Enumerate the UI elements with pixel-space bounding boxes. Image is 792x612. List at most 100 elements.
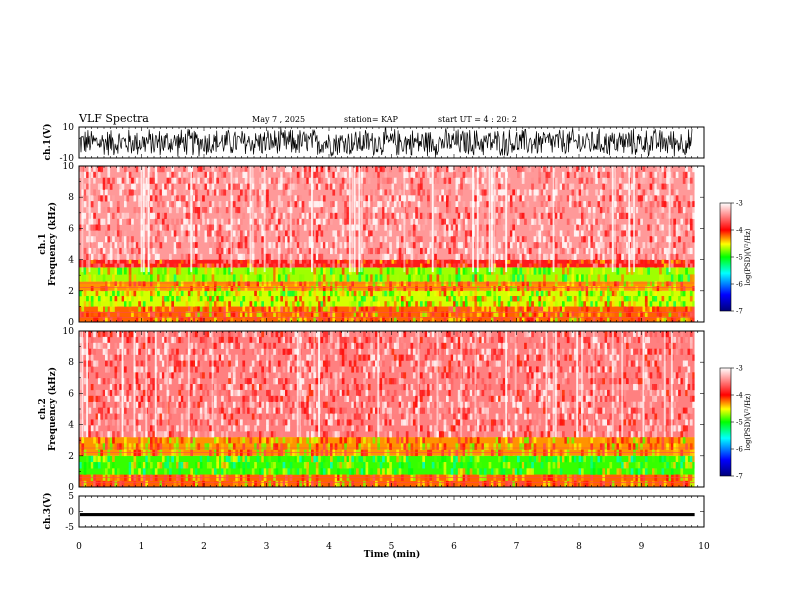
spectrogram-cell [197,360,201,367]
spectrogram-cell [313,166,317,173]
spectrogram-cell [678,316,681,322]
spectrogram-cell [277,230,281,237]
spectrogram-cell [332,166,336,173]
spectrogram-cell [607,296,610,302]
spectrogram-cell [330,455,333,463]
spectrogram-cell [315,259,319,264]
spectrogram-cell [637,290,641,297]
spectrogram-cell [554,218,558,225]
spectrogram-cell [474,290,478,297]
spectrogram-cell [150,378,153,385]
spectrogram-cell [500,166,504,173]
spectrogram-cell [318,201,321,208]
spectrogram-cell [306,395,309,402]
spectrogram-cell [339,286,343,292]
spectrogram-cell [206,419,210,426]
spectrogram-cell [379,242,383,249]
spectrogram-cell [370,425,373,432]
spectrogram-cell [365,259,369,264]
spectrogram-cell [121,290,125,297]
spectrogram-cell [270,212,274,219]
spectrogram-cell [176,354,179,361]
spectrogram-cell [469,296,473,302]
spectrogram-cell [214,401,217,408]
spectrogram-cell [569,316,572,322]
spectrogram-cell [391,195,395,202]
spectrogram-cell [666,242,669,249]
spectrogram-cell [209,331,212,338]
spectrogram-cell [211,166,215,173]
spectrogram-cell [670,253,674,260]
spectrogram-cell [308,171,312,178]
spectrogram-cell [190,389,193,397]
spectrogram-cell [332,372,336,379]
spectrogram-cell [588,242,591,249]
spectrogram-cell [273,462,276,469]
spectrogram-cell [479,224,482,231]
spectrogram-cell [228,183,231,190]
spectrogram-cell [81,480,85,487]
spectrogram-cell [455,224,459,231]
spectrogram-cell [493,189,497,196]
spectrogram-cell [97,242,101,249]
spectrogram-cell [216,296,219,302]
spectrogram-cell [240,372,243,379]
spectrogram-cell [303,389,307,397]
spectrogram-cell [554,316,558,322]
spectrogram-cell [401,301,404,307]
spectrogram-cell [187,212,191,219]
spectrogram-cell [536,316,539,322]
spectrogram-cell [97,296,101,302]
spectrogram-cell [464,212,468,219]
spectrogram-cell [576,263,579,268]
spectrogram-cell [623,247,627,255]
spectrogram-cell [147,437,151,444]
spectrogram-cell [235,177,238,184]
spectrogram-cell [107,253,111,260]
spectrogram-cell [647,236,650,243]
spectrogram-cell [375,189,378,196]
spectrogram-cell [287,189,291,196]
spectrogram-cell [348,437,352,444]
spectrogram-cell [356,468,359,475]
spectrogram-cell [367,230,371,237]
spectrogram-cell [652,306,655,312]
spectrogram-cell [176,207,179,214]
spectrogram-cell [296,218,300,225]
spectrogram-cell [538,296,542,302]
spectrogram-cell [531,183,534,190]
spectrogram-streak [79,331,81,438]
spectrogram-cell [308,242,312,249]
spectrogram-cell [526,189,530,196]
spectrogram-cell [277,274,281,282]
spectrogram-cell [393,407,397,414]
spectrogram-cell [268,306,272,312]
spectrogram-cell [348,468,352,475]
spectrogram-cell [185,247,189,255]
spectrogram-cell [147,384,151,391]
spectrogram-cell [242,462,246,469]
spectrogram-cell [389,242,392,249]
spectrogram-cell [197,401,201,408]
spectrogram-cell [178,431,182,438]
spectrogram-cell [244,425,248,432]
spectrogram-cell [332,286,336,292]
spectrogram-cell [161,431,165,438]
spectrogram-cell [282,336,286,344]
spectrogram-cell [83,286,87,292]
spectrogram-cell [550,212,553,219]
spectrogram-cell [472,296,475,302]
spectrogram-cell [635,296,639,302]
spectrogram-cell [242,348,246,355]
spectrogram-cell [344,286,347,292]
spectrogram-cell [363,201,366,208]
spectrogram-cell [507,286,511,292]
spectrogram-cell [230,366,234,373]
spectrogram-cell [159,259,163,264]
spectrogram-cell [90,395,94,402]
spectrogram-cell [609,212,613,219]
spectrogram-cell [334,443,338,450]
spectrogram-cell [578,201,582,208]
spectrogram-cell [675,171,679,178]
spectrogram-cell [654,189,658,196]
